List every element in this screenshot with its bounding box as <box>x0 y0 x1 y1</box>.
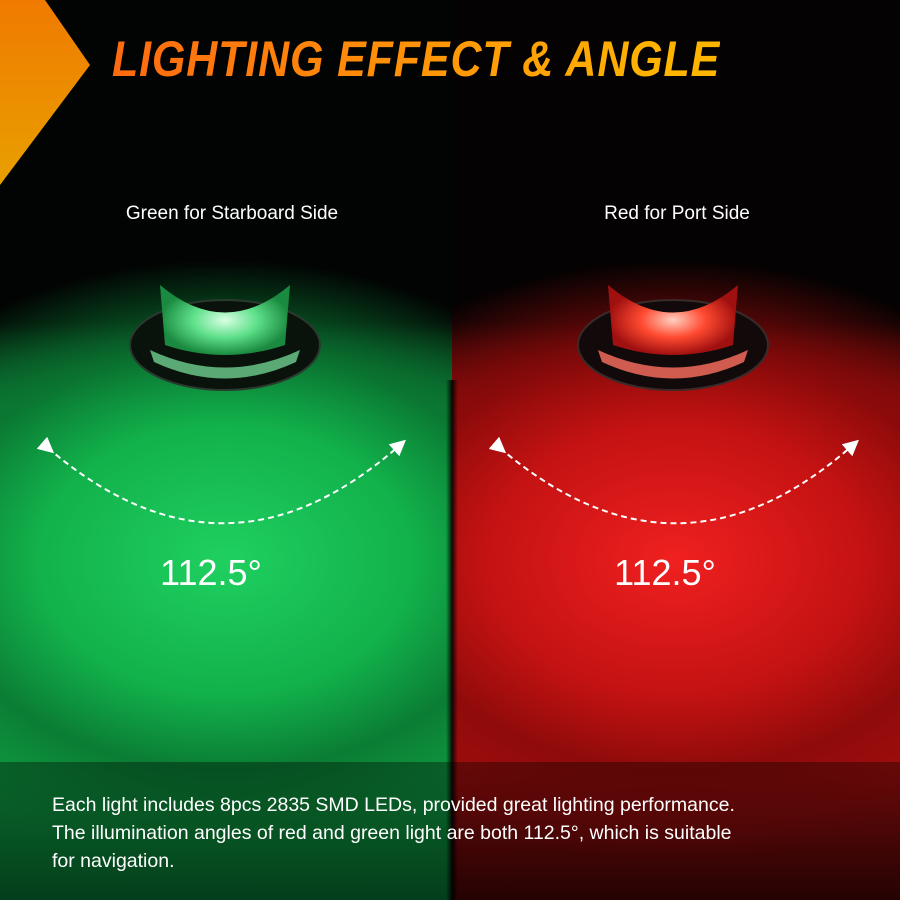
red-angle-arc-icon <box>488 436 859 525</box>
caption-line: The illumination angles of red and green… <box>52 822 732 844</box>
caption-line: Each light includes 8pcs 2835 SMD LEDs, … <box>52 794 735 816</box>
green-angle-arc-icon <box>36 436 406 525</box>
page-title: LIGHTING EFFECT & ANGLE <box>112 31 721 87</box>
caption-box: Each light includes 8pcs 2835 SMD LEDs, … <box>0 762 900 900</box>
caption-line: for navigation. <box>52 850 175 872</box>
green-light-fixture-icon <box>129 285 321 391</box>
red-light-fixture-icon <box>577 285 769 391</box>
chevron-shape <box>0 0 90 185</box>
divider <box>446 380 458 900</box>
green-side-label: Green for Starboard Side <box>125 203 339 224</box>
red-side-label: Red for Port Side <box>604 203 750 224</box>
red-angle-value: 112.5° <box>614 552 716 593</box>
green-angle-value: 112.5° <box>160 552 262 593</box>
